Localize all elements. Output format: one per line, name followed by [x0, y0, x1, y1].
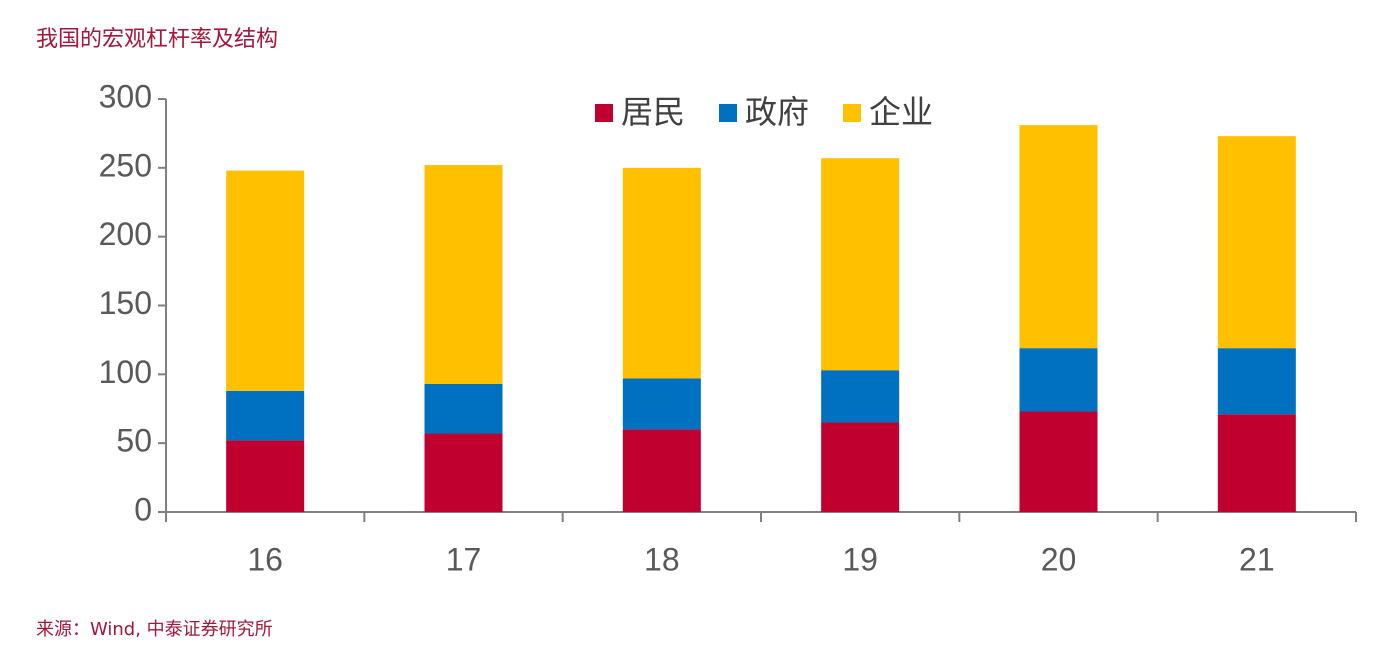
bar-segment	[226, 170, 305, 391]
chart-title: 我国的宏观杠杆率及结构	[36, 27, 278, 52]
bar-segment	[622, 378, 701, 430]
bar-segment	[1217, 414, 1296, 512]
bar-segment	[226, 390, 305, 441]
legend-label: 企业	[869, 93, 933, 131]
y-tick-label: 50	[116, 423, 152, 459]
bar-segment	[1217, 348, 1296, 415]
legend-label: 居民	[621, 93, 685, 131]
bar-segment	[821, 158, 900, 371]
bar-segment	[622, 429, 701, 512]
legend-swatch	[719, 104, 737, 122]
y-tick-label: 100	[99, 354, 152, 390]
bar-segment	[424, 433, 503, 512]
y-tick-label: 200	[99, 216, 152, 252]
bar-segment	[821, 370, 900, 423]
bar-segment	[622, 167, 701, 379]
y-tick-label: 250	[99, 147, 152, 183]
y-tick-label: 0	[134, 491, 152, 527]
bar-segment	[1217, 136, 1296, 349]
bar-segment	[1019, 411, 1098, 512]
y-tick-label: 300	[99, 78, 152, 114]
legend-label: 政府	[745, 93, 809, 131]
x-tick-label: 18	[644, 541, 680, 577]
y-tick-label: 150	[99, 285, 152, 321]
x-tick-label: 17	[446, 541, 482, 577]
x-tick-label: 19	[842, 541, 878, 577]
bar-segment	[821, 422, 900, 512]
legend-swatch	[595, 104, 613, 122]
source-note: 来源：Wind, 中泰证券研究所	[36, 619, 273, 640]
bar-segment	[1019, 348, 1098, 412]
x-tick-label: 20	[1041, 541, 1077, 577]
x-tick-label: 16	[247, 541, 283, 577]
bar-segment	[1019, 125, 1098, 349]
bar-segment	[226, 440, 305, 512]
bar-segment	[424, 165, 503, 384]
bar-segment	[424, 383, 503, 434]
legend-swatch	[843, 104, 861, 122]
x-tick-label: 21	[1239, 541, 1275, 577]
